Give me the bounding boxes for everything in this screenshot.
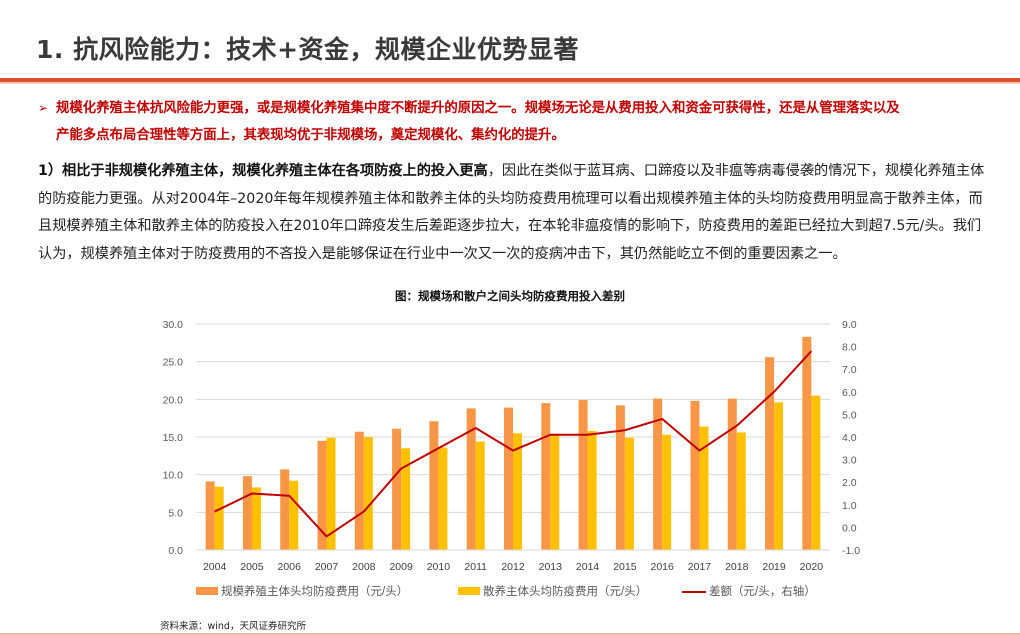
bar-large-farm [802, 336, 812, 550]
bar-small-farm [438, 447, 448, 550]
legend-label-small: 散养主体头均防疫费用（元/头） [483, 584, 647, 598]
x-axis-tick: 2011 [464, 561, 487, 573]
bar-small-farm [624, 437, 634, 550]
x-axis-tick: 2007 [315, 561, 339, 573]
x-axis-tick: 2005 [240, 561, 264, 573]
x-axis-tick: 2015 [613, 561, 637, 573]
bar-large-farm [615, 405, 625, 550]
left-axis-tick: 5.0 [168, 507, 183, 519]
bar-large-farm [727, 398, 737, 550]
bar-large-farm [354, 431, 364, 550]
bar-large-farm [392, 428, 402, 550]
x-axis-tick: 2018 [725, 561, 749, 573]
x-axis-tick: 2014 [576, 561, 600, 573]
bar-small-farm [289, 480, 299, 550]
paragraph-lead: 1）相比于非规模化养殖主体，规模化养殖主体在各项防疫上的投入更高 [38, 163, 488, 179]
left-axis-tick: 10.0 [163, 470, 184, 482]
bar-large-farm [205, 481, 215, 550]
bar-small-farm [251, 487, 261, 550]
x-axis-tick: 2008 [352, 561, 376, 573]
bar-small-farm [699, 426, 709, 550]
right-axis-tick: 0.0 [842, 522, 857, 534]
x-axis-tick: 2019 [762, 561, 786, 573]
key-point-line1: 规模化养殖主体抗风险能力更强，或是规模化养殖集中度不断提升的原因之一。规模场无论… [56, 101, 900, 116]
combo-chart: 0.0 5.0 10.0 15.0 20.0 25.0 30.0 -1.0 0.0 1.0 2.0 3… [163, 319, 861, 598]
right-axis-tick: 2.0 [842, 477, 857, 489]
left-axis-tick: 25.0 [163, 357, 184, 369]
chart-title: 图：规模场和散户之间头均防疫费用投入差别 [395, 289, 625, 303]
x-axis-tick: 2020 [800, 561, 824, 573]
bar-small-farm [736, 432, 746, 550]
bottom-divider [0, 633, 1020, 635]
bar-large-farm [578, 400, 588, 550]
legend-swatch-small [458, 587, 480, 595]
bar-large-farm [317, 440, 327, 550]
x-axis-tick: 2004 [203, 561, 227, 573]
legend-label-large: 规模养殖主体头均防疫费用（元/头） [221, 584, 408, 598]
x-axis-tick: 2017 [688, 561, 712, 573]
body-paragraph: 1）相比于非规模化养殖主体，规模化养殖主体在各项防疫上的投入更高，因此在类似于蓝… [38, 158, 988, 268]
bar-small-farm [662, 434, 672, 550]
right-axis-tick: 1.0 [842, 500, 857, 512]
x-axis-tick: 2006 [278, 561, 302, 573]
bar-small-farm [587, 430, 597, 550]
bar-small-farm [401, 448, 411, 550]
right-axis-tick: 6.0 [842, 387, 857, 399]
page-title: 1. 抗风险能力：技术+资金，规模企业优势显著 [36, 35, 580, 64]
key-point-line2: 产能多点布局合理性等方面上，其表现均优于非规模场，奠定规模化、集约化的提升。 [56, 128, 565, 143]
paragraph-body: ，因此在类似于蓝耳病、口蹄疫以及非瘟等病毒侵袭的情况下，规模化养殖主体的防疫能力… [38, 163, 985, 262]
bar-large-farm [504, 407, 513, 550]
bar-small-farm [214, 486, 224, 550]
bar-small-farm [811, 395, 821, 550]
left-axis-tick: 30.0 [163, 319, 184, 331]
right-axis-tick: 3.0 [842, 455, 857, 467]
bar-small-farm [326, 437, 336, 550]
bar-large-farm [541, 403, 551, 550]
bar-large-farm [280, 469, 290, 550]
legend-swatch-large [196, 587, 218, 595]
left-axis-tick: 20.0 [163, 394, 184, 406]
bar-small-farm [475, 441, 485, 550]
bar-small-farm [363, 437, 373, 550]
left-axis-tick: 15.0 [163, 432, 184, 444]
source-note: 资料来源：wind，天风证券研究所 [160, 621, 306, 632]
bar-small-farm [774, 402, 784, 550]
bar-small-farm [513, 433, 522, 550]
bar-large-farm [653, 398, 663, 550]
bar-large-farm [466, 408, 476, 550]
right-axis-tick: 5.0 [842, 409, 857, 421]
left-axis-tick: 0.0 [168, 545, 183, 557]
x-axis-tick: 2010 [427, 561, 451, 573]
right-axis-tick: 4.0 [842, 432, 857, 444]
title-divider-shadow [0, 82, 1020, 84]
bar-large-farm [765, 357, 775, 550]
right-axis-tick: 8.0 [842, 342, 857, 354]
bar-small-farm [550, 433, 560, 550]
x-axis-tick: 2009 [389, 561, 413, 573]
title-divider [0, 78, 1020, 82]
x-axis-tick: 2012 [501, 561, 525, 573]
key-point: ➢ 规模化养殖主体抗风险能力更强，或是规模化养殖集中度不断提升的原因之一。规模场无… [38, 95, 998, 149]
right-axis-tick: -1.0 [842, 545, 860, 557]
legend-label-diff: 差额（元/头，右轴） [709, 584, 816, 598]
x-axis-tick: 2013 [539, 561, 563, 573]
bar-large-farm [242, 476, 252, 550]
right-axis-tick: 7.0 [842, 364, 857, 376]
right-axis-tick: 9.0 [842, 319, 857, 331]
x-axis-tick: 2016 [650, 561, 674, 573]
bar-large-farm [429, 421, 439, 550]
line-difference [214, 350, 813, 538]
arrow-bullet-icon: ➢ [38, 101, 49, 115]
bar-large-farm [690, 400, 700, 550]
